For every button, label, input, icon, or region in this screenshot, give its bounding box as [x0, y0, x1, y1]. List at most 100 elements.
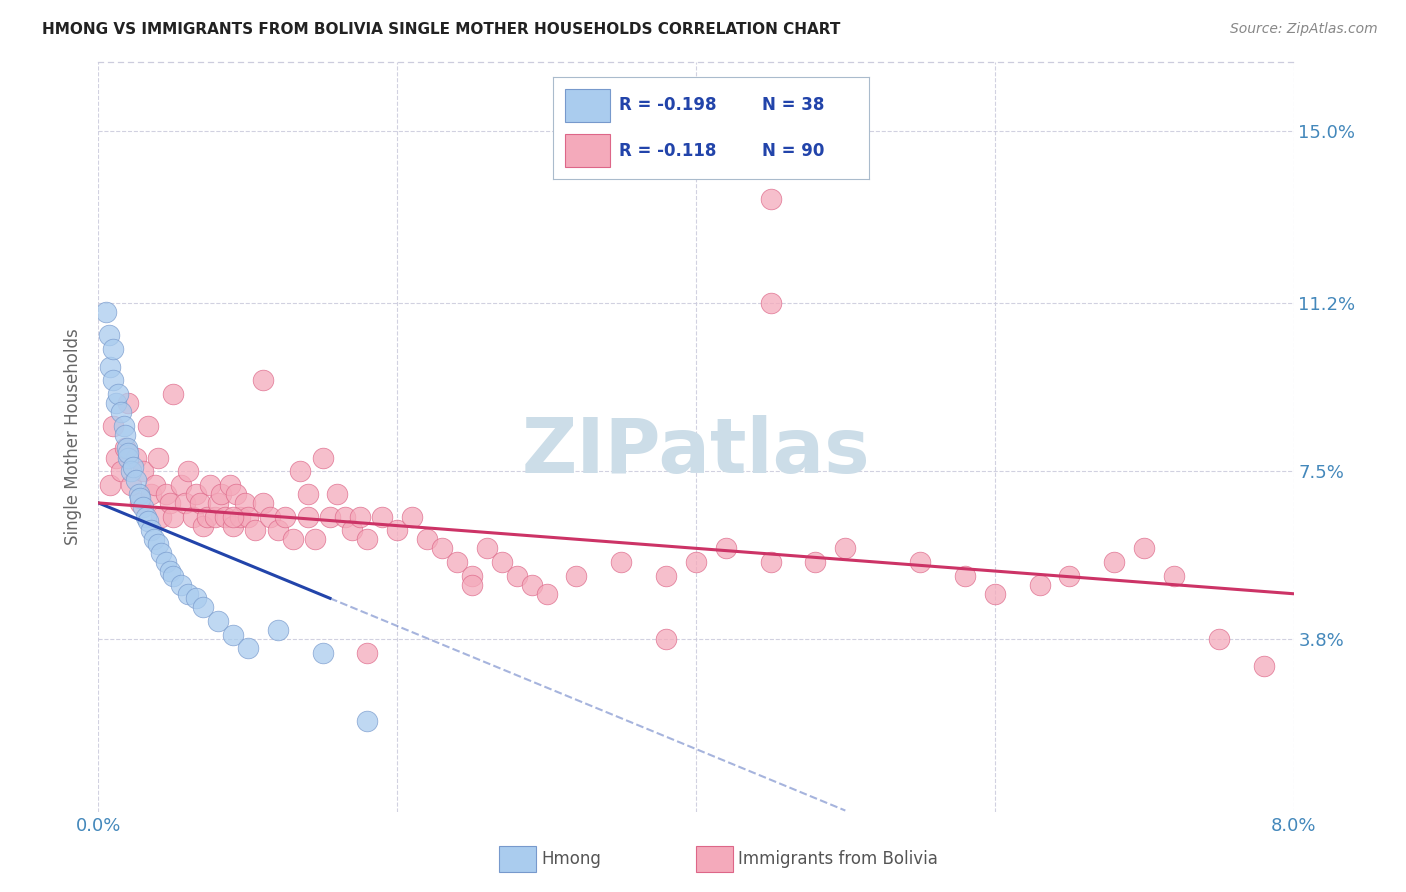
Point [475, 541, 498, 556]
Point [245, 523, 267, 537]
Point [169, 577, 191, 591]
Point [148, 537, 170, 551]
Point [430, 541, 453, 556]
Point [401, 509, 423, 524]
Point [356, 646, 378, 660]
Point [222, 518, 245, 533]
Point [461, 568, 484, 582]
Point [204, 509, 226, 524]
Point [142, 533, 165, 547]
Point [117, 450, 139, 465]
Point [174, 496, 197, 510]
Point [136, 418, 159, 433]
Point [162, 387, 184, 401]
Point [98, 477, 122, 491]
Point [356, 533, 378, 547]
Point [148, 450, 170, 465]
Point [103, 373, 125, 387]
Point [191, 518, 214, 533]
Point [311, 450, 333, 465]
Point [356, 714, 378, 728]
Point [132, 464, 155, 478]
Point [107, 387, 129, 401]
Point [128, 487, 150, 501]
Point [536, 587, 558, 601]
Point [446, 555, 468, 569]
Point [219, 477, 242, 491]
Point [804, 555, 827, 569]
Point [655, 632, 678, 647]
Point [984, 587, 1007, 601]
Point [267, 523, 290, 537]
Point [155, 487, 177, 501]
Point [139, 487, 162, 501]
Point [685, 555, 707, 569]
Point [110, 405, 132, 419]
Point [207, 614, 229, 628]
Point [252, 496, 274, 510]
Point [491, 555, 513, 569]
Text: Immigrants from Bolivia: Immigrants from Bolivia [738, 850, 938, 868]
Point [274, 509, 297, 524]
Point [155, 555, 177, 569]
Point [103, 342, 125, 356]
Point [1028, 577, 1050, 591]
Point [103, 418, 125, 433]
Point [209, 487, 232, 501]
Point [132, 500, 155, 515]
Point [98, 359, 122, 374]
Point [94, 305, 117, 319]
Point [143, 477, 166, 491]
Point [159, 496, 181, 510]
Point [120, 477, 142, 491]
Text: ZIPatlas: ZIPatlas [522, 415, 870, 489]
Point [136, 514, 159, 528]
Point [184, 487, 207, 501]
Point [233, 496, 256, 510]
Point [115, 442, 138, 456]
Point [105, 396, 128, 410]
Point [177, 587, 200, 601]
Point [184, 591, 207, 606]
Point [117, 396, 139, 410]
Point [297, 509, 319, 524]
Point [139, 523, 162, 537]
Point [1163, 568, 1185, 582]
Point [150, 546, 173, 560]
Point [1104, 555, 1126, 569]
Point [349, 509, 371, 524]
Text: HMONG VS IMMIGRANTS FROM BOLIVIA SINGLE MOTHER HOUSEHOLDS CORRELATION CHART: HMONG VS IMMIGRANTS FROM BOLIVIA SINGLE … [42, 22, 841, 37]
Point [150, 509, 173, 524]
Point [281, 533, 304, 547]
Point [520, 577, 543, 591]
Point [371, 509, 394, 524]
Point [225, 487, 247, 501]
Point [200, 477, 222, 491]
Point [908, 555, 931, 569]
Point [125, 473, 148, 487]
Point [214, 509, 236, 524]
Point [129, 491, 152, 506]
Point [259, 509, 281, 524]
Point [207, 496, 229, 510]
Point [229, 509, 252, 524]
Point [117, 446, 139, 460]
Point [759, 296, 782, 310]
Point [267, 623, 290, 637]
Point [135, 509, 157, 524]
Point [288, 464, 311, 478]
Point [222, 627, 245, 641]
Point [110, 464, 132, 478]
Point [114, 442, 136, 456]
Point [759, 192, 782, 206]
Point [169, 477, 191, 491]
Point [162, 509, 184, 524]
Point [834, 541, 856, 556]
Point [236, 641, 259, 656]
Point [121, 459, 143, 474]
Point [1208, 632, 1230, 647]
Point [159, 564, 181, 578]
Point [114, 427, 136, 442]
Point [1059, 568, 1081, 582]
Point [125, 450, 148, 465]
